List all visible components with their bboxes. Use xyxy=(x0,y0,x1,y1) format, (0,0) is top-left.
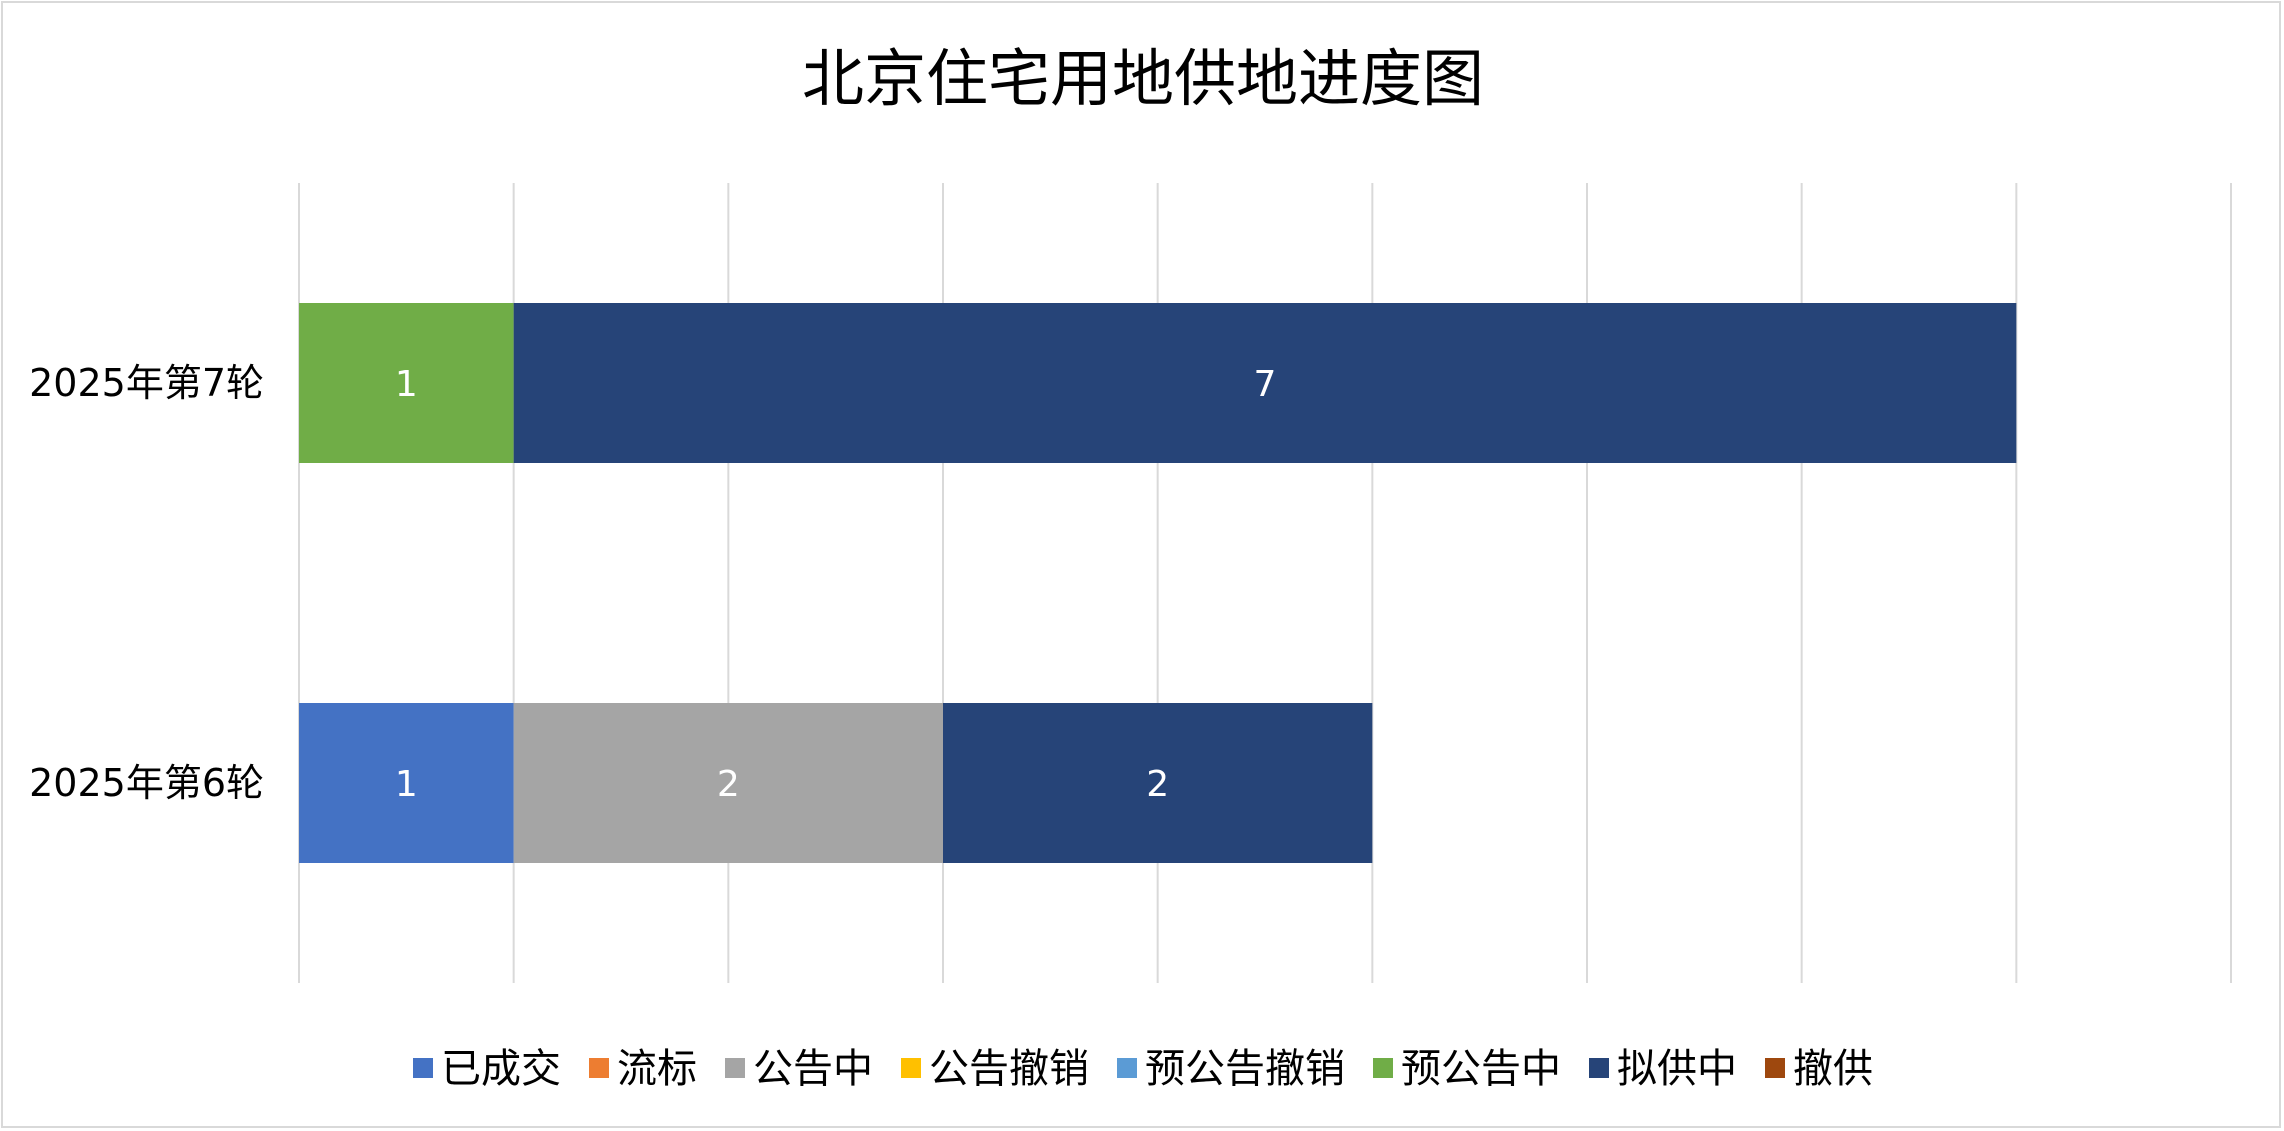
data-label: 2 xyxy=(717,764,740,805)
legend-label: 公告撤销 xyxy=(929,1046,1089,1092)
legend-item: 预公告中 xyxy=(1373,1046,1561,1092)
legend-item: 已成交 xyxy=(413,1046,561,1092)
data-label: 2 xyxy=(1146,764,1169,805)
legend-swatch xyxy=(1589,1058,1609,1078)
legend-swatch xyxy=(413,1058,433,1078)
legend-swatch xyxy=(1117,1058,1137,1078)
legend-item: 公告中 xyxy=(725,1046,873,1092)
data-label: 1 xyxy=(395,364,418,405)
bar-segment xyxy=(299,303,514,463)
legend-label: 预公告撤销 xyxy=(1145,1046,1345,1092)
legend-item: 流标 xyxy=(589,1046,697,1092)
category-label: 2025年第6轮 xyxy=(29,761,264,805)
legend-item: 拟供中 xyxy=(1589,1046,1737,1092)
legend-swatch xyxy=(901,1058,921,1078)
legend-swatch xyxy=(725,1058,745,1078)
bars: 1 7 1 2 2 xyxy=(299,303,2017,863)
legend-label: 公告中 xyxy=(753,1046,873,1092)
legend-label: 预公告中 xyxy=(1401,1046,1561,1092)
category-labels: 2025年第7轮 2025年第6轮 xyxy=(29,361,264,805)
bar-segment xyxy=(513,303,2017,463)
bar-segment xyxy=(513,703,943,863)
legend-item: 撤供 xyxy=(1765,1046,1873,1092)
legend-label: 拟供中 xyxy=(1617,1046,1737,1092)
legend-label: 流标 xyxy=(617,1046,697,1092)
legend-label: 已成交 xyxy=(441,1046,561,1092)
data-label: 7 xyxy=(1254,364,1277,405)
legend-item: 预公告撤销 xyxy=(1117,1046,1345,1092)
bar-segment xyxy=(299,703,514,863)
data-label: 1 xyxy=(395,764,418,805)
chart-title: 北京住宅用地供地进度图 xyxy=(802,42,1484,115)
legend-item: 公告撤销 xyxy=(901,1046,1089,1092)
legend: 已成交 流标 公告中 公告撤销 预公告撤销 预公告中 拟供中 撤供 xyxy=(413,1046,1873,1092)
chart-svg: 北京住宅用地供地进度图 1 7 1 2 2 2025年第7轮 2025年第6轮 已成交 流标… xyxy=(29,42,2232,1092)
bar-segment xyxy=(943,703,1373,863)
legend-swatch xyxy=(1765,1058,1785,1078)
legend-swatch xyxy=(1373,1058,1393,1078)
legend-swatch xyxy=(589,1058,609,1078)
category-label: 2025年第7轮 xyxy=(29,361,264,405)
legend-label: 撤供 xyxy=(1793,1046,1873,1092)
